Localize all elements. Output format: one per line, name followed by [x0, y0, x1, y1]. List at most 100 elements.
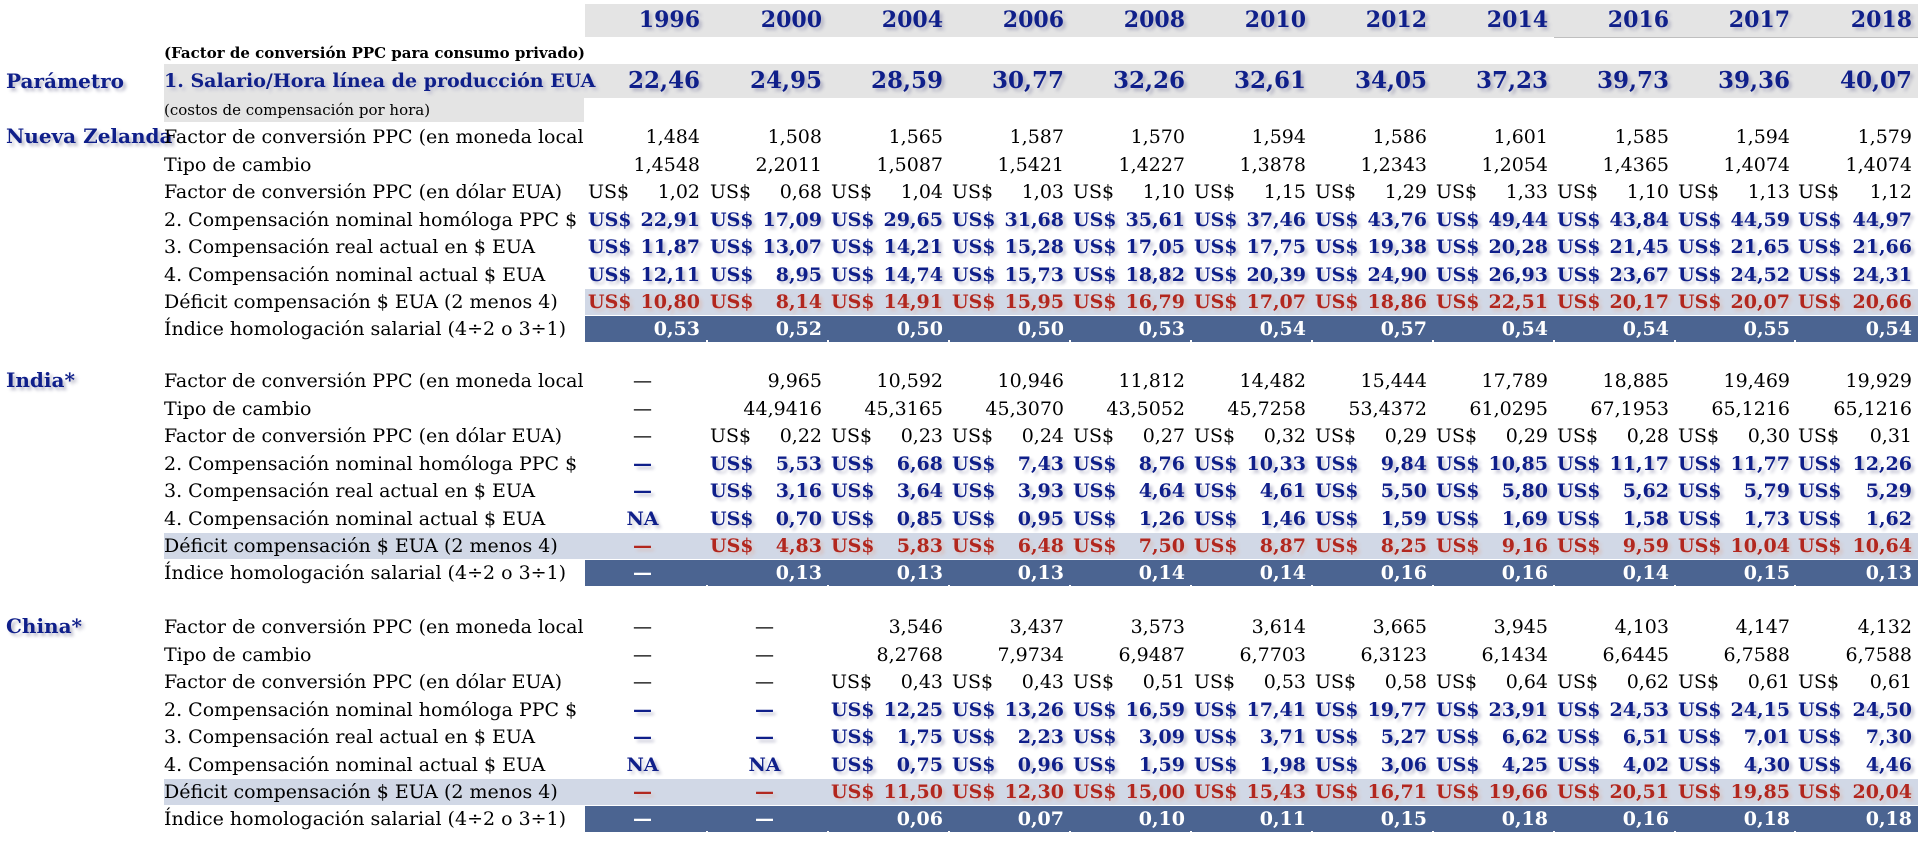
value-comp-nominal: 15,73: [1004, 264, 1065, 286]
year-header-2017: 2017: [1728, 7, 1790, 33]
value-deficit: 11,50: [883, 781, 944, 803]
value-comp-real: 13,07: [762, 236, 823, 258]
value-ppc-usd: 1,33: [1505, 181, 1548, 203]
index-value: 0,55: [1743, 318, 1790, 340]
value-comp-ppc: 24,15: [1730, 699, 1791, 721]
currency-label: US$: [710, 181, 752, 203]
value-comp-nominal: 18,82: [1125, 264, 1186, 286]
currency-label: US$: [831, 181, 873, 203]
value-comp-real: 19,38: [1367, 236, 1428, 258]
row-label-ppc-local: Factor de conversión PPC (en moneda loca…: [164, 126, 584, 148]
value-comp-ppc: 17,09: [762, 209, 823, 231]
value-ppc-usd: 0,31: [1869, 425, 1912, 447]
currency-label: US$: [1798, 754, 1842, 776]
currency-label: US$: [710, 425, 752, 447]
index-value: 0,16: [1622, 808, 1669, 830]
column-separator: [1190, 585, 1192, 611]
currency-label: US$: [1557, 264, 1601, 286]
value-deficit: 10,64: [1852, 535, 1913, 557]
value-ppc-usd: 0,43: [900, 671, 943, 693]
value-ppc-usd: —: [755, 671, 774, 693]
currency-label: US$: [710, 535, 754, 557]
param-value: 39,73: [1596, 67, 1669, 94]
row-label-comp-ppc: 2. Compensación nominal homóloga PPC $ E…: [164, 209, 584, 231]
column-separator: [1794, 340, 1796, 366]
param-value: 34,05: [1354, 67, 1427, 94]
column-separator: [706, 831, 708, 857]
value-comp-ppc: 11,77: [1730, 453, 1791, 475]
value-ppc-usd: 1,03: [1021, 181, 1064, 203]
value-comp-ppc: —: [755, 699, 774, 721]
value-comp-ppc: 49,44: [1488, 209, 1549, 231]
currency-label: US$: [1436, 671, 1478, 693]
header-divider: [1554, 37, 1918, 38]
currency-label: US$: [710, 480, 754, 502]
value-comp-real: 20,28: [1488, 236, 1549, 258]
currency-label: US$: [1315, 671, 1357, 693]
currency-label: US$: [1194, 535, 1238, 557]
row-label-ppc-usd: Factor de conversión PPC (en dólar EUA): [164, 425, 563, 447]
currency-label: US$: [1798, 699, 1842, 721]
column-separator: [948, 831, 950, 857]
year-header-2006: 2006: [1002, 7, 1064, 33]
currency-label: US$: [831, 754, 875, 776]
value-deficit: 12,30: [1004, 781, 1065, 803]
param-value: 39,36: [1717, 67, 1790, 94]
currency-label: US$: [952, 726, 996, 748]
country-name: India*: [6, 368, 75, 392]
index-value: 0,16: [1501, 562, 1548, 584]
currency-label: US$: [1436, 781, 1480, 803]
value-deficit: 16,71: [1367, 781, 1428, 803]
column-separator: [1794, 585, 1796, 611]
currency-label: US$: [1678, 781, 1722, 803]
currency-label: US$: [1436, 508, 1480, 530]
value-ppc-local: 1,587: [1009, 126, 1064, 148]
value-comp-ppc: 9,84: [1380, 453, 1427, 475]
currency-label: US$: [1315, 181, 1357, 203]
value-deficit: 16,79: [1125, 291, 1186, 313]
value-ppc-usd: 0,30: [1747, 425, 1790, 447]
currency-label: US$: [952, 781, 996, 803]
value-comp-nominal: 1,46: [1259, 508, 1306, 530]
value-exchange: 45,7258: [1227, 398, 1306, 420]
value-ppc-usd: —: [633, 425, 652, 447]
currency-label: US$: [1798, 726, 1842, 748]
column-separator: [948, 585, 950, 611]
currency-label: US$: [588, 209, 632, 231]
currency-label: US$: [1194, 236, 1238, 258]
currency-label: US$: [1798, 480, 1842, 502]
column-separator: [827, 831, 829, 857]
value-comp-ppc: —: [633, 453, 652, 475]
index-value: 0,16: [1380, 562, 1427, 584]
value-comp-ppc: 10,33: [1246, 453, 1307, 475]
currency-label: US$: [831, 508, 875, 530]
value-exchange: 65,1216: [1711, 398, 1790, 420]
currency-label: US$: [1194, 291, 1238, 313]
currency-label: US$: [1436, 480, 1480, 502]
currency-label: US$: [710, 209, 754, 231]
currency-label: US$: [952, 425, 994, 447]
currency-label: US$: [1073, 291, 1117, 313]
value-comp-ppc: 22,91: [640, 209, 701, 231]
currency-label: US$: [588, 181, 630, 203]
value-ppc-local: 15,444: [1360, 370, 1427, 392]
value-comp-nominal: 23,67: [1609, 264, 1670, 286]
year-header-1996: 1996: [638, 7, 700, 33]
value-exchange: 1,4227: [1118, 154, 1185, 176]
value-ppc-local: 3,437: [1009, 616, 1064, 638]
value-comp-nominal: 12,11: [640, 264, 701, 286]
value-deficit: 4,83: [775, 535, 822, 557]
currency-label: US$: [952, 480, 996, 502]
currency-label: US$: [1073, 425, 1115, 447]
currency-label: US$: [1557, 209, 1601, 231]
value-ppc-local: 19,929: [1845, 370, 1912, 392]
value-exchange: 1,5421: [997, 154, 1064, 176]
value-exchange: 1,2343: [1360, 154, 1427, 176]
currency-label: US$: [1678, 425, 1720, 447]
row-label-deficit: Déficit compensación $ EUA (2 menos 4): [164, 291, 558, 313]
value-comp-real: —: [633, 480, 652, 502]
currency-label: US$: [952, 671, 994, 693]
value-ppc-local: 1,586: [1372, 126, 1427, 148]
row-label-comp-ppc: 2. Compensación nominal homóloga PPC $ E…: [164, 453, 584, 475]
